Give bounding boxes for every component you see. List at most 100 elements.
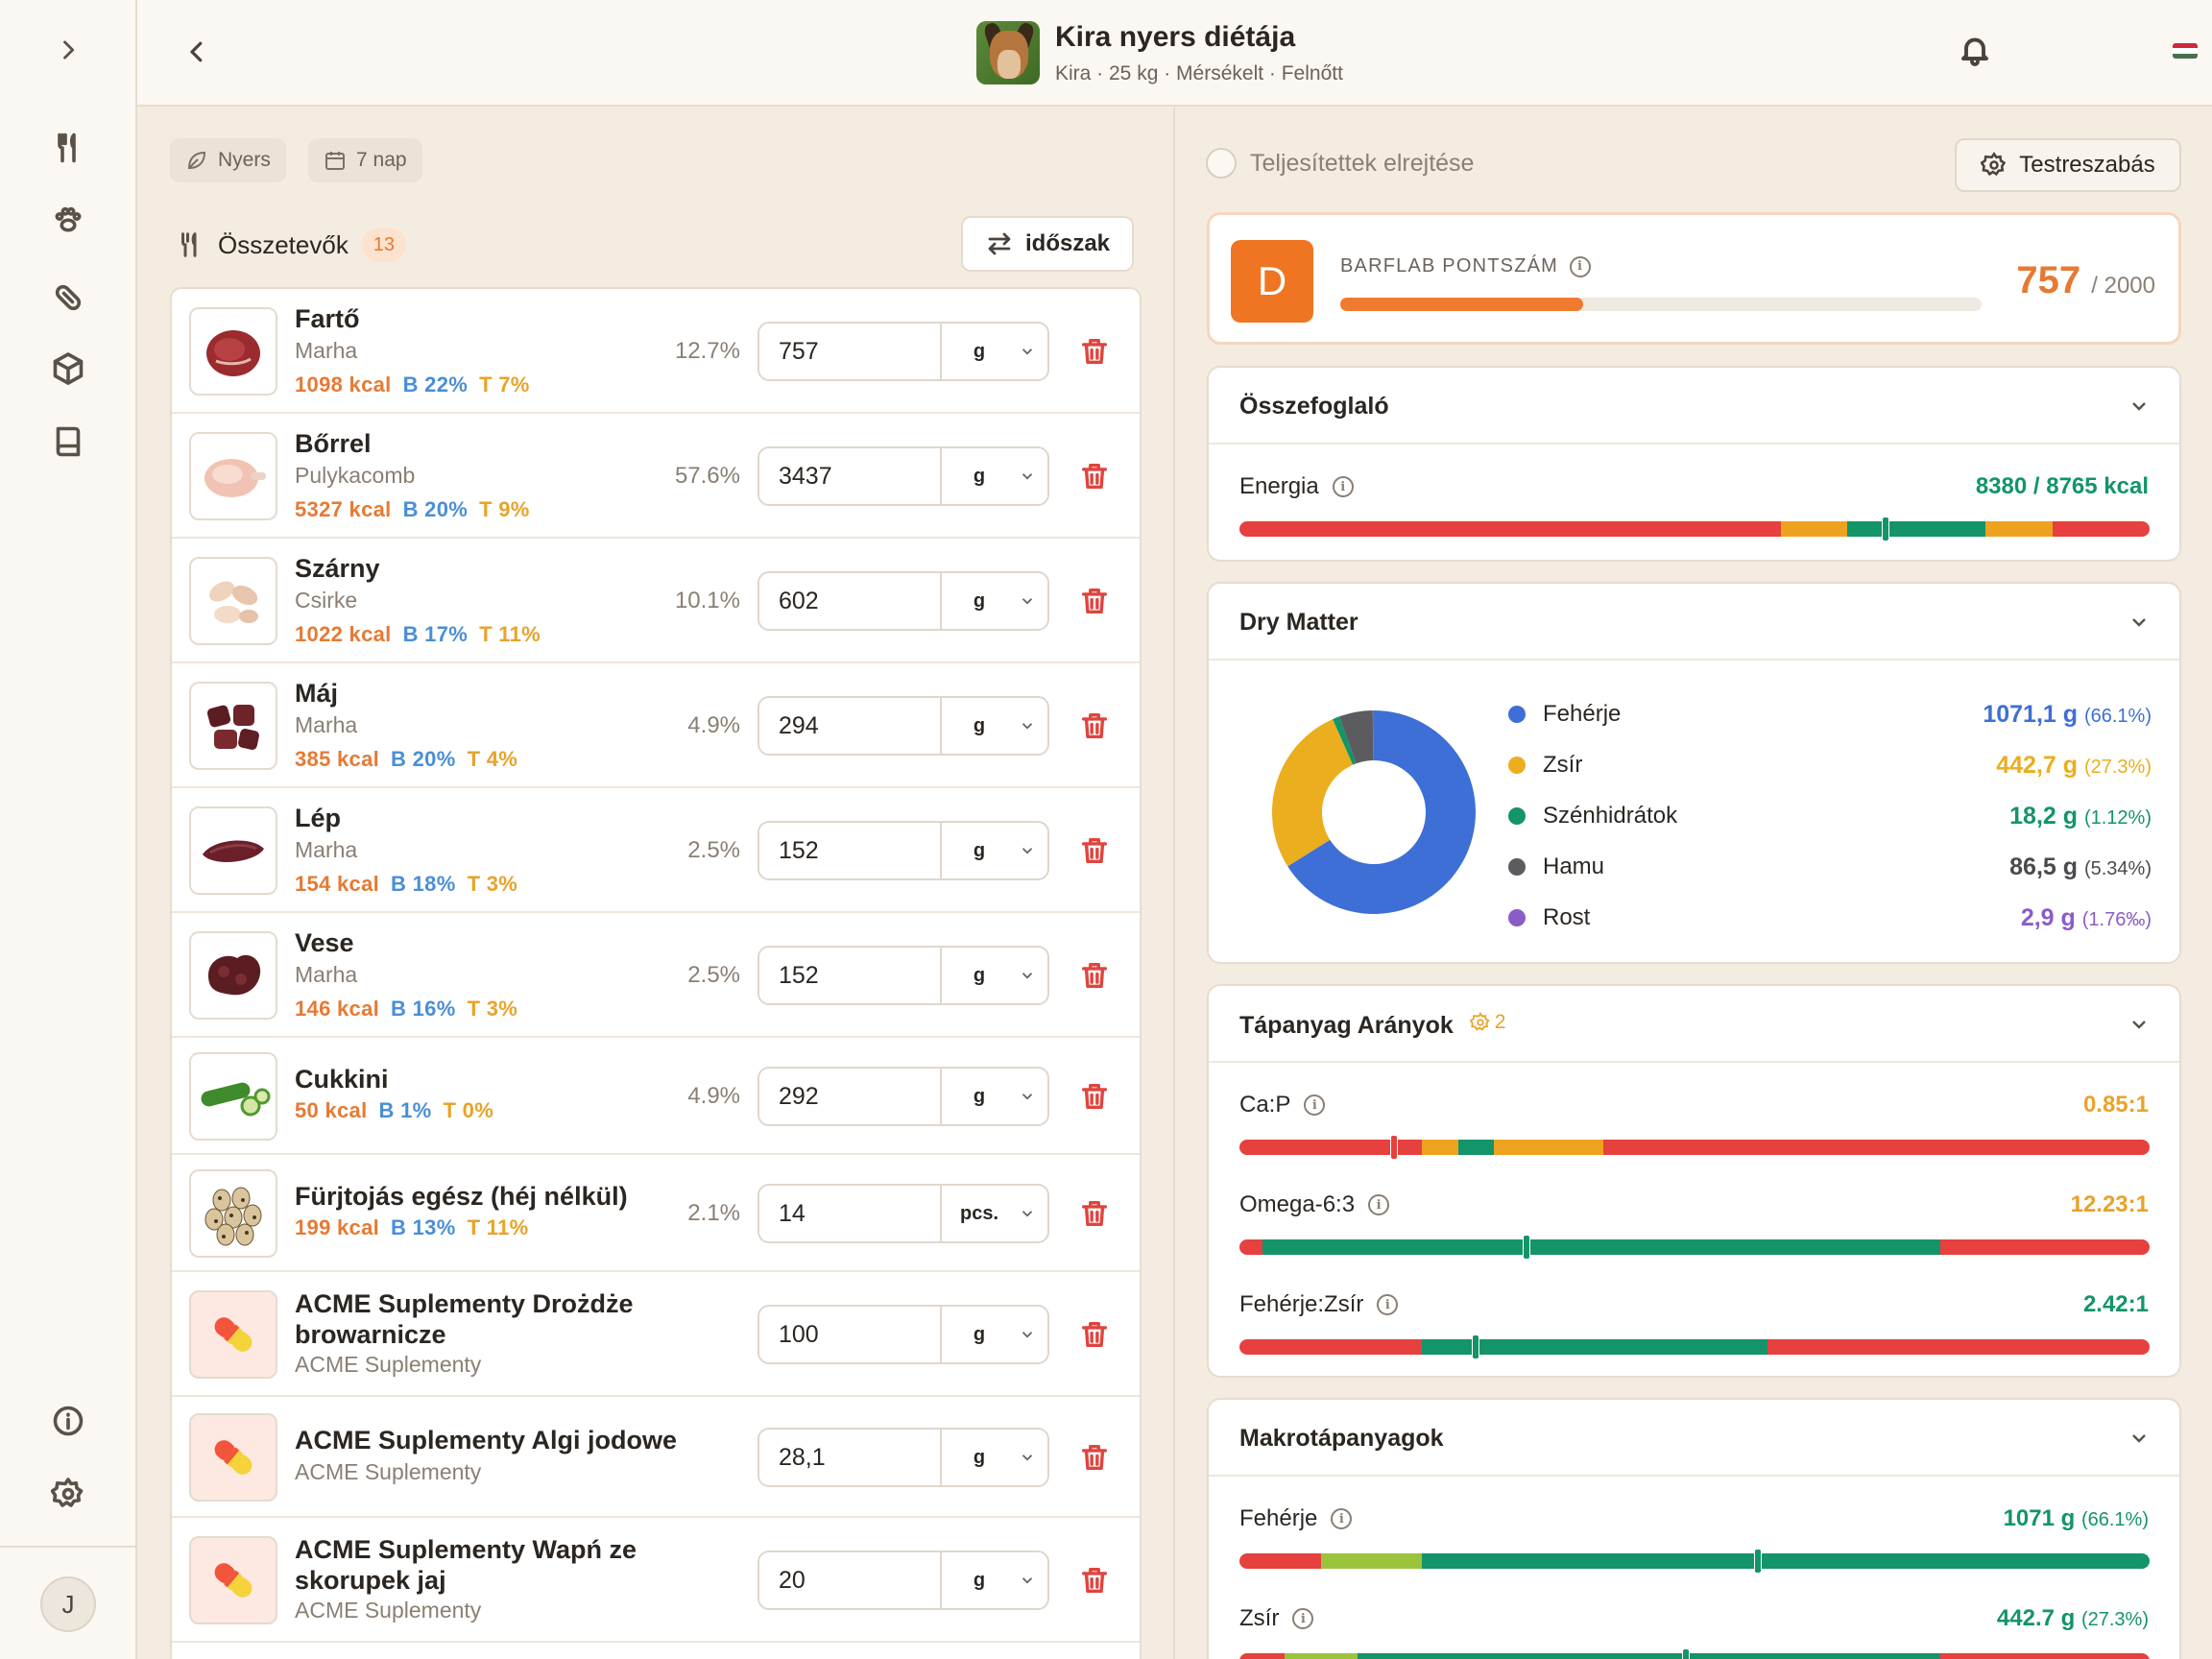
bar-segment — [1421, 1553, 2150, 1569]
bar-segment — [1781, 521, 1848, 537]
ingredient-row[interactable]: Lép Marha 154 kcal B 18% T 3% 2.5% 152 g — [172, 788, 1140, 913]
unit-select[interactable]: g — [942, 1430, 1047, 1485]
info-icon[interactable]: i — [1368, 1194, 1390, 1215]
info-icon[interactable]: i — [1377, 1294, 1399, 1315]
ingredient-row[interactable]: ACME Suplementy Algi jodowe ACME Suplemen… — [172, 1397, 1140, 1518]
macros-header[interactable]: Makrotápanyagok — [1209, 1400, 2179, 1477]
delete-ingredient-button[interactable] — [1078, 834, 1111, 867]
quantity-input[interactable]: 3437 — [759, 448, 942, 504]
unit-select[interactable]: g — [942, 948, 1047, 1003]
ingredient-row[interactable]: Fartő Marha 1098 kcal B 22% T 7% 12.7% 757 g — [172, 289, 1140, 414]
ingredient-percentage: 2.5% — [687, 837, 740, 863]
unit-select[interactable]: g — [942, 448, 1047, 504]
quantity-input[interactable]: 152 — [759, 948, 942, 1003]
chevron-down-icon[interactable] — [2128, 1013, 2151, 1041]
ingredient-row[interactable]: Vese Marha 146 kcal B 16% T 3% 2.5% 152 g — [172, 913, 1140, 1038]
quantity-field: 294 g — [757, 696, 1049, 756]
bar-segment — [1358, 1653, 1940, 1659]
score-value: 757 / 2000 — [2016, 259, 2155, 301]
ingredient-row[interactable]: ACME Suplementy Wapń ze skorupek jaj ACME… — [172, 1518, 1140, 1643]
unit-select[interactable]: g — [942, 1552, 1047, 1608]
quantity-input[interactable]: 602 — [759, 573, 942, 629]
delete-ingredient-button[interactable] — [1078, 1318, 1111, 1351]
info-icon[interactable]: i — [1570, 255, 1592, 277]
ingredient-row[interactable]: Bőrrel Pulykacomb 5327 kcal B 20% T 9% 57.6% 3… — [172, 414, 1140, 539]
hide-completed-toggle[interactable]: Teljesítettek elrejtése — [1206, 148, 1474, 179]
legend-item: Szénhidrátok 18,2 g (1.12%) — [1508, 799, 2152, 833]
ingredient-row[interactable]: ACME Suplementy Drożdże browarnicze ACME … — [172, 1272, 1140, 1397]
quantity-input[interactable]: 28,1 — [759, 1430, 942, 1485]
delete-ingredient-button[interactable] — [1078, 709, 1111, 742]
box-icon[interactable] — [45, 346, 91, 392]
ingredient-row[interactable]: Szárny Csirke 1022 kcal B 17% T 11% 10.1% 602 g — [172, 539, 1140, 663]
ratios-header[interactable]: Tápanyag Arányok 2 — [1209, 986, 2179, 1063]
quantity-field: 100 g — [757, 1305, 1049, 1364]
unit-select[interactable]: g — [942, 1307, 1047, 1362]
dry-matter-header[interactable]: Dry Matter — [1209, 584, 2179, 661]
unit-select[interactable]: g — [942, 324, 1047, 379]
delete-ingredient-button[interactable] — [1078, 959, 1111, 992]
chevron-down-icon — [1022, 848, 1033, 854]
back-button[interactable] — [176, 31, 218, 73]
ingredient-row[interactable]: Cukkini 50 kcal B 1% T 0% 4.9% 292 g — [172, 1038, 1140, 1155]
user-avatar[interactable]: J — [40, 1576, 96, 1632]
delete-ingredient-button[interactable] — [1078, 585, 1111, 617]
unit-select[interactable]: g — [942, 573, 1047, 629]
quantity-input[interactable]: 14 — [759, 1186, 942, 1241]
bar-segment — [1494, 1140, 1604, 1155]
nutrition-summary: 1098 kcal B 22% T 7% — [295, 373, 530, 397]
food-thumbnail — [189, 931, 277, 1020]
chip-days[interactable]: 7 nap — [308, 138, 422, 182]
delete-ingredient-button[interactable] — [1078, 335, 1111, 368]
book-icon[interactable] — [45, 419, 91, 465]
bell-icon[interactable] — [1958, 33, 1992, 72]
ingredient-percentage: 12.7% — [674, 338, 740, 364]
expand-sidebar-icon[interactable] — [45, 27, 91, 73]
pill-icon[interactable] — [45, 275, 91, 321]
paw-icon[interactable] — [45, 198, 91, 244]
delete-ingredient-button[interactable] — [1078, 1197, 1111, 1230]
unit-select[interactable]: pcs. — [942, 1186, 1047, 1241]
unit-select[interactable]: g — [942, 1069, 1047, 1124]
info-icon[interactable]: i — [1292, 1608, 1314, 1629]
chevron-down-icon[interactable] — [2128, 1427, 2151, 1455]
fork-knife-icon[interactable] — [45, 125, 91, 171]
unit-select[interactable]: g — [942, 823, 1047, 878]
info-icon[interactable]: i — [1331, 1508, 1353, 1529]
trash-icon — [1081, 1567, 1108, 1594]
quantity-input[interactable]: 294 — [759, 698, 942, 754]
quantity-input[interactable]: 20 — [759, 1552, 942, 1608]
chevron-down-icon[interactable] — [2128, 611, 2151, 638]
bar-segment — [1985, 521, 2053, 537]
hungarian-flag-icon[interactable] — [2173, 43, 2198, 59]
delete-ingredient-button[interactable] — [1078, 1080, 1111, 1113]
chip-raw[interactable]: Nyers — [170, 138, 286, 182]
delete-ingredient-button[interactable] — [1078, 460, 1111, 493]
info-icon[interactable]: i — [1304, 1094, 1326, 1116]
bar-marker — [1522, 1235, 1530, 1260]
chevron-down-icon[interactable] — [2128, 395, 2151, 422]
unit-select[interactable]: g — [942, 698, 1047, 754]
ingredient-subtitle: Marha — [295, 712, 358, 737]
settings-icon — [1469, 1012, 1490, 1031]
ingredient-row[interactable]: Máj Marha 385 kcal B 20% T 4% 4.9% 294 g — [172, 663, 1140, 788]
period-button[interactable]: időszak — [961, 216, 1134, 272]
info-icon[interactable]: i — [1332, 476, 1354, 497]
quantity-input[interactable]: 757 — [759, 324, 942, 379]
quantity-input[interactable]: 152 — [759, 823, 942, 878]
ingredient-row[interactable]: Fürjtojás egész (héj nélkül) 199 kcal B 13… — [172, 1155, 1140, 1272]
customize-button[interactable]: Testreszabás — [1955, 138, 2181, 192]
delete-ingredient-button[interactable] — [1078, 1564, 1111, 1597]
ratio-settings-badge[interactable]: 2 — [1469, 1011, 1505, 1034]
quantity-input[interactable]: 292 — [759, 1069, 942, 1124]
pet-avatar — [976, 21, 1040, 84]
chevron-down-icon — [1022, 973, 1033, 979]
info-icon[interactable] — [45, 1398, 91, 1444]
quantity-input[interactable]: 100 — [759, 1307, 942, 1362]
barflab-score-card: D BARFLAB PONTSZÁM i 757 / 2000 — [1207, 212, 2181, 345]
legend-label: Zsír — [1543, 752, 1583, 778]
delete-ingredient-button[interactable] — [1078, 1441, 1111, 1474]
summary-header[interactable]: Összefoglaló — [1209, 368, 2179, 445]
toggle-circle[interactable] — [1206, 148, 1237, 179]
settings-icon[interactable] — [45, 1471, 91, 1517]
